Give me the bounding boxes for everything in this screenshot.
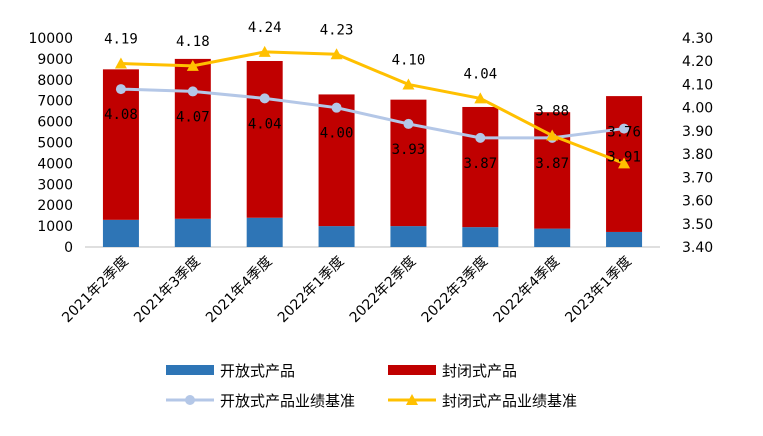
- x-tick-label: 2022年2季度: [347, 254, 420, 327]
- data-label-open-benchmark: 4.08: [104, 107, 138, 123]
- y-right-tick-label: 3.50: [682, 217, 713, 233]
- point-closed-benchmark: [186, 59, 199, 71]
- y-right-tick-label: 3.80: [682, 147, 713, 163]
- bar-open-product: [318, 226, 355, 247]
- data-label-open-benchmark: 4.07: [176, 109, 210, 125]
- y-left-tick-label: 2000: [37, 198, 73, 214]
- point-closed-benchmark: [402, 78, 415, 90]
- bar-closed-product: [174, 58, 211, 219]
- point-open-benchmark: [475, 132, 486, 143]
- y-right-tick-label: 3.70: [682, 170, 713, 186]
- y-left-tick-label: 8000: [37, 73, 73, 89]
- y-left-tick-label: 1000: [37, 219, 73, 235]
- data-label-open-benchmark: 3.93: [392, 142, 426, 158]
- x-tick-label: 2021年2季度: [59, 254, 132, 327]
- x-tick-label: 2022年1季度: [275, 254, 348, 327]
- point-open-benchmark: [259, 93, 270, 104]
- legend-swatch-open: [166, 365, 214, 375]
- data-label-open-benchmark: 4.04: [248, 116, 282, 132]
- point-closed-benchmark: [618, 157, 631, 169]
- y-left-tick-label: 0: [64, 240, 73, 256]
- legend-label: 封闭式产品: [442, 362, 517, 380]
- point-closed-benchmark: [474, 92, 487, 104]
- bar-closed-product: [102, 69, 139, 220]
- y-left-tick-label: 4000: [37, 156, 73, 172]
- bar-open-product: [534, 228, 571, 247]
- x-tick-label: 2022年3季度: [419, 254, 492, 327]
- bar-open-product: [606, 231, 643, 247]
- data-label-closed-benchmark: 4.18: [176, 34, 210, 50]
- data-label-open-benchmark: 3.87: [535, 156, 569, 172]
- point-open-benchmark: [331, 102, 342, 113]
- y-right-tick-label: 3.60: [682, 194, 713, 210]
- point-open-benchmark: [115, 84, 126, 95]
- y-left-tick-label: 7000: [37, 94, 73, 110]
- y-left-tick-label: 5000: [37, 136, 73, 152]
- data-label-open-benchmark: 3.91: [607, 150, 641, 166]
- data-label-closed-benchmark: 3.88: [535, 104, 569, 120]
- y-right-tick-label: 4.30: [682, 31, 713, 47]
- legend-label: 开放式产品: [220, 362, 295, 380]
- point-closed-benchmark: [258, 45, 271, 57]
- data-label-open-benchmark: 3.87: [463, 156, 497, 172]
- bar-open-product: [390, 226, 427, 247]
- y-left-tick-label: 9000: [37, 52, 73, 68]
- x-tick-label: 2021年3季度: [131, 254, 204, 327]
- point-closed-benchmark: [330, 48, 343, 60]
- legend-label: 封闭式产品业绩基准: [442, 392, 577, 410]
- point-closed-benchmark: [114, 57, 127, 69]
- data-label-closed-benchmark: 3.76: [607, 124, 641, 140]
- y-left-tick-label: 3000: [37, 177, 73, 193]
- data-label-open-benchmark: 4.00: [320, 126, 354, 142]
- line-open-benchmark: [120, 87, 625, 140]
- point-open-benchmark: [187, 86, 198, 97]
- bar-closed-product: [462, 106, 499, 228]
- data-label-closed-benchmark: 4.24: [248, 20, 282, 36]
- bar-open-product: [102, 219, 139, 247]
- point-open-benchmark: [403, 118, 414, 129]
- legend-swatch-closed: [388, 365, 436, 375]
- data-label-closed-benchmark: 4.04: [463, 66, 497, 82]
- line-closed-benchmark: [120, 50, 625, 165]
- bar-closed-product: [246, 60, 283, 218]
- y-right-tick-label: 4.20: [682, 54, 713, 70]
- point-closed-benchmark: [546, 129, 559, 141]
- y-left-tick-label: 10000: [28, 31, 73, 47]
- x-tick-label: 2023年1季度: [562, 254, 635, 327]
- legend-marker-triangle: [406, 394, 418, 405]
- legend-marker-circle: [185, 395, 195, 405]
- data-label-closed-benchmark: 4.23: [320, 22, 354, 38]
- y-right-tick-label: 3.90: [682, 124, 713, 140]
- bar-closed-product: [318, 94, 355, 227]
- x-tick-label: 2022年4季度: [491, 254, 564, 327]
- bar-open-product: [462, 227, 499, 247]
- y-right-tick-label: 4.10: [682, 77, 713, 93]
- y-right-tick-label: 3.40: [682, 240, 713, 256]
- legend-label: 开放式产品业绩基准: [220, 392, 355, 410]
- y-left-tick-label: 6000: [37, 115, 73, 131]
- data-label-closed-benchmark: 4.10: [392, 52, 426, 68]
- x-tick-label: 2021年4季度: [203, 254, 276, 327]
- y-right-tick-label: 4.00: [682, 101, 713, 117]
- point-open-benchmark: [619, 123, 630, 134]
- bar-open-product: [246, 217, 283, 247]
- bar-open-product: [174, 218, 211, 247]
- bar-closed-product: [390, 99, 427, 227]
- data-label-closed-benchmark: 4.19: [104, 32, 138, 48]
